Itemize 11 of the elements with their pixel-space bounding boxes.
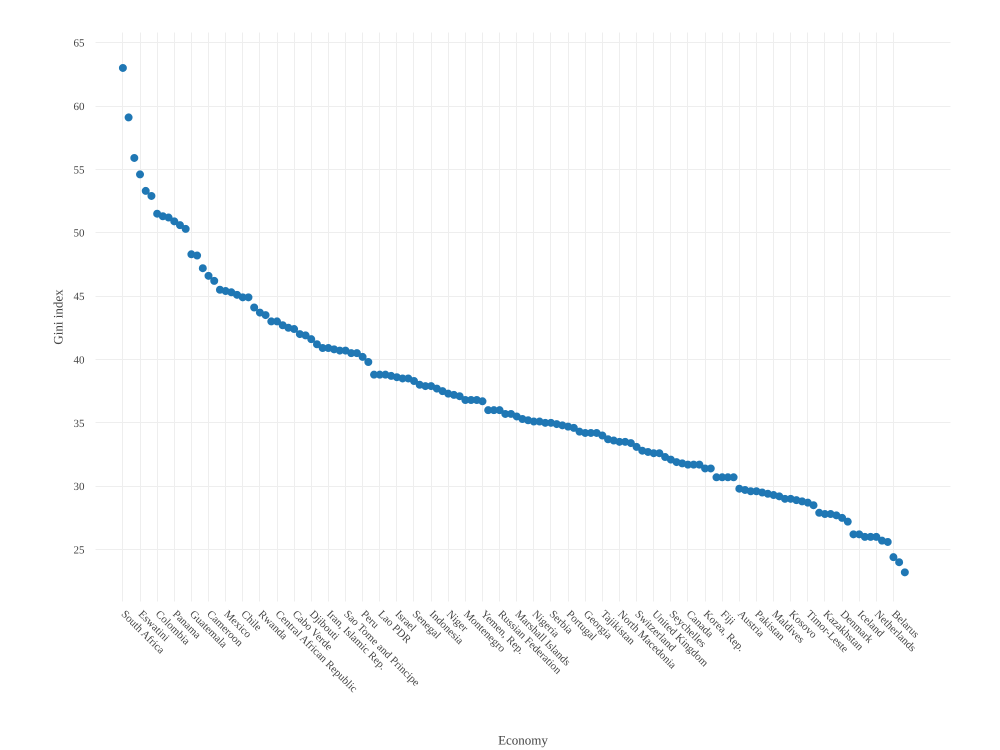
y-tick-label: 35: [74, 418, 85, 430]
y-tick-label: 30: [74, 481, 85, 494]
y-tick-label: 60: [74, 101, 85, 113]
y-tick-label: 65: [74, 38, 85, 50]
y-tick-label: 45: [74, 291, 85, 304]
y-tick-label: 55: [74, 164, 85, 176]
y-tick-label: 40: [74, 354, 85, 366]
y-tick-label: 50: [74, 228, 85, 240]
y-tick-label: 25: [74, 544, 85, 557]
y-axis-title: Gini index: [50, 288, 66, 345]
x-axis-title: Economy: [498, 732, 548, 748]
